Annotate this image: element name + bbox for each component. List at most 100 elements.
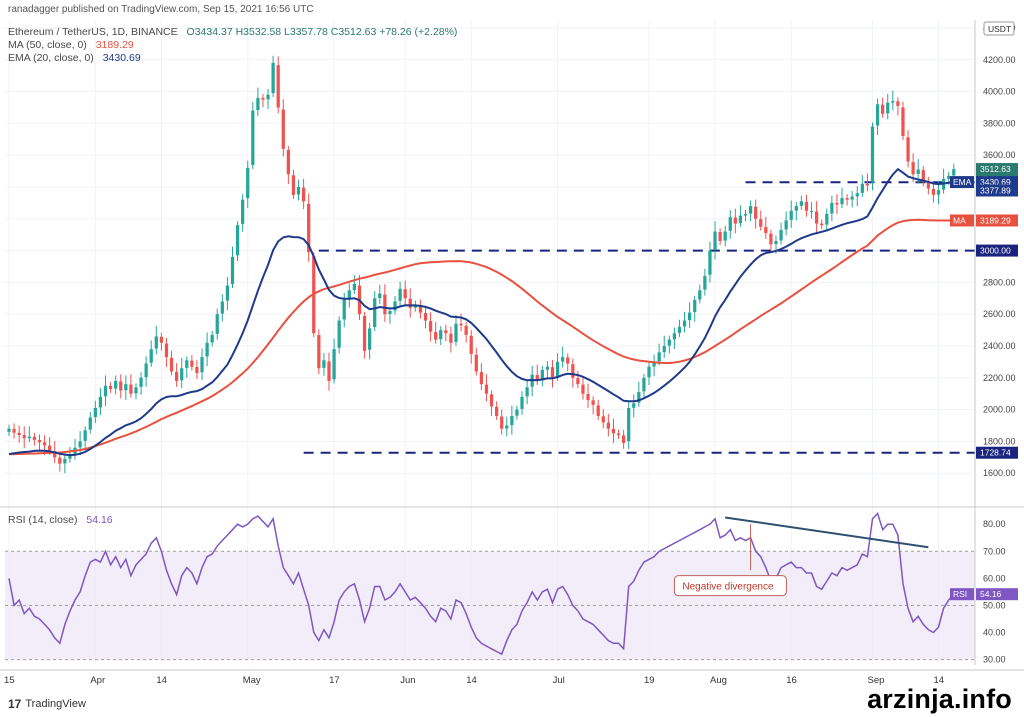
candle-body bbox=[301, 187, 306, 202]
candle-body bbox=[22, 435, 26, 439]
candle-body bbox=[327, 361, 331, 381]
candle-body bbox=[423, 312, 428, 321]
annotation-box bbox=[673, 575, 787, 597]
candle-body bbox=[540, 369, 544, 381]
candle-body bbox=[855, 193, 859, 197]
candle-body bbox=[347, 290, 351, 298]
price-tags: 3512.6307:03:093430.69EMA3377.893189.29M… bbox=[950, 163, 1018, 601]
ma-legend[interactable]: MA (50, close, 0) 3189.29 bbox=[8, 39, 134, 51]
candle-body bbox=[494, 406, 499, 416]
candle-body bbox=[875, 104, 880, 126]
candle-body bbox=[566, 357, 570, 364]
rsi-name-tag-label: RSI bbox=[953, 589, 967, 599]
price-tick-label: 2600.00 bbox=[983, 309, 1016, 319]
candle-body bbox=[230, 256, 235, 285]
candle-body bbox=[667, 339, 671, 346]
rsi-tick-label: 70.00 bbox=[983, 546, 1006, 556]
rsi-value: 54.16 bbox=[86, 514, 113, 526]
candle-body bbox=[368, 328, 372, 350]
candle-body bbox=[931, 188, 936, 195]
candle-body bbox=[114, 380, 118, 389]
candle-body bbox=[42, 442, 47, 446]
price-tag bbox=[976, 184, 1018, 197]
ema-legend[interactable]: EMA (20, close, 0) 3430.69 bbox=[8, 52, 141, 64]
candle-body bbox=[764, 227, 768, 234]
candle-body bbox=[672, 333, 677, 340]
rsi-legend[interactable]: RSI (14, close) 54.16 bbox=[8, 514, 113, 526]
candle-body bbox=[860, 183, 864, 193]
time-tick-label: 15 bbox=[4, 675, 15, 686]
candle-body bbox=[596, 405, 600, 416]
candle-body bbox=[581, 384, 585, 394]
candle-body bbox=[154, 336, 158, 349]
candle-body bbox=[825, 214, 829, 225]
time-tick-label: Aug bbox=[710, 675, 727, 686]
price-tick-label: 1600.00 bbox=[983, 468, 1016, 478]
price-tag-label: 3189.29 bbox=[980, 215, 1011, 225]
price-tag-label: 1728.74 bbox=[980, 448, 1011, 458]
candle-body bbox=[139, 377, 143, 387]
candle-body bbox=[662, 345, 666, 353]
candle-body bbox=[444, 330, 448, 334]
candle-body bbox=[718, 231, 722, 242]
candle-body bbox=[149, 349, 153, 363]
candle-body bbox=[418, 305, 423, 313]
candle-body bbox=[713, 231, 717, 250]
tradingview-logo[interactable]: 17 TradingView bbox=[8, 697, 86, 711]
ma-value: 3189.29 bbox=[95, 39, 134, 51]
watermark: arzinja.info bbox=[867, 684, 1012, 714]
time-tick-label: 14 bbox=[466, 675, 477, 686]
candle-body bbox=[276, 65, 280, 108]
candle-body bbox=[886, 102, 890, 114]
candle-body bbox=[307, 203, 311, 253]
candle-body bbox=[144, 363, 148, 378]
candle-body bbox=[48, 445, 52, 451]
candle-body bbox=[408, 298, 412, 308]
candle-body bbox=[398, 288, 402, 301]
candle-body bbox=[500, 416, 504, 429]
candle-body bbox=[657, 352, 661, 362]
candle-body bbox=[840, 198, 844, 205]
candle-body bbox=[936, 190, 941, 195]
candle-body bbox=[190, 360, 194, 367]
rsi-tick-label: 60.00 bbox=[983, 573, 1006, 583]
candle-body bbox=[434, 332, 438, 340]
candle-body bbox=[845, 198, 849, 200]
time-tick-label: 17 bbox=[329, 675, 340, 686]
candle-body bbox=[784, 220, 788, 230]
candle-body bbox=[378, 293, 382, 299]
candle-body bbox=[703, 276, 707, 290]
currency-box bbox=[983, 21, 1015, 36]
price-tag bbox=[976, 214, 1018, 227]
rsi-panel bbox=[5, 550, 975, 661]
rsi-name-tag bbox=[950, 588, 974, 601]
candle-body bbox=[611, 428, 616, 434]
ema-label: EMA (20, close, 0) bbox=[8, 52, 94, 64]
candle-body bbox=[916, 169, 920, 175]
candle-body bbox=[474, 354, 478, 372]
candle-body bbox=[693, 299, 697, 312]
candle-body bbox=[210, 334, 214, 343]
candle-body bbox=[53, 451, 57, 458]
candle-body bbox=[78, 441, 82, 448]
candle-body bbox=[98, 396, 103, 408]
candle-body bbox=[921, 170, 925, 183]
candle-body bbox=[896, 101, 900, 106]
price-tag-label: 3430.69 bbox=[980, 177, 1011, 187]
candle-body bbox=[479, 372, 484, 385]
divergence-annotation: Negative divergence bbox=[673, 516, 929, 597]
candle-body bbox=[68, 454, 72, 459]
annotation-text: Negative divergence bbox=[682, 582, 774, 593]
candle-body bbox=[728, 217, 732, 231]
candle-body bbox=[383, 294, 387, 315]
rsi-value-tag-label: 54.16 bbox=[980, 589, 1002, 599]
rsi-tick-label: 80.00 bbox=[983, 519, 1006, 529]
candle-body bbox=[159, 336, 164, 343]
candle-body bbox=[688, 312, 692, 321]
candle-body bbox=[830, 202, 834, 214]
candle-body bbox=[439, 330, 443, 340]
candle-body bbox=[515, 409, 519, 416]
rsi-tick-label: 50.00 bbox=[983, 600, 1006, 610]
candle-body bbox=[545, 366, 550, 370]
divergence-trendline bbox=[725, 516, 929, 549]
